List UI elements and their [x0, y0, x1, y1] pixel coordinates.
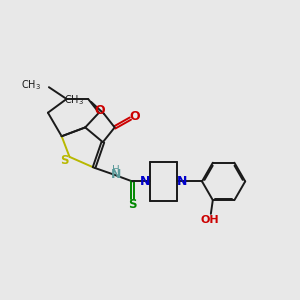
- Text: S: S: [60, 154, 68, 167]
- Text: N: N: [140, 175, 150, 188]
- Text: OH: OH: [201, 215, 219, 225]
- Text: N: N: [110, 168, 121, 181]
- Text: CH$_3$: CH$_3$: [64, 93, 84, 107]
- Text: CH$_3$: CH$_3$: [21, 78, 41, 92]
- Text: O: O: [129, 110, 140, 123]
- Text: N: N: [177, 175, 188, 188]
- Text: O: O: [94, 104, 105, 117]
- Text: S: S: [128, 199, 136, 212]
- Text: H: H: [112, 165, 119, 175]
